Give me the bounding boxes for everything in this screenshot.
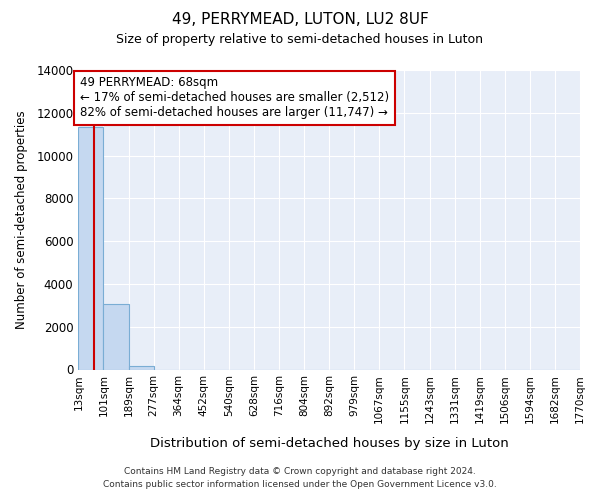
Text: 49, PERRYMEAD, LUTON, LU2 8UF: 49, PERRYMEAD, LUTON, LU2 8UF <box>172 12 428 28</box>
Y-axis label: Number of semi-detached properties: Number of semi-detached properties <box>15 110 28 329</box>
X-axis label: Distribution of semi-detached houses by size in Luton: Distribution of semi-detached houses by … <box>150 437 509 450</box>
Bar <box>79 126 103 370</box>
Bar <box>128 366 154 370</box>
Bar <box>103 304 128 370</box>
Text: Size of property relative to semi-detached houses in Luton: Size of property relative to semi-detach… <box>116 32 484 46</box>
Text: 49 PERRYMEAD: 68sqm
← 17% of semi-detached houses are smaller (2,512)
82% of sem: 49 PERRYMEAD: 68sqm ← 17% of semi-detach… <box>80 76 389 120</box>
Text: Contains HM Land Registry data © Crown copyright and database right 2024.
Contai: Contains HM Land Registry data © Crown c… <box>103 468 497 489</box>
